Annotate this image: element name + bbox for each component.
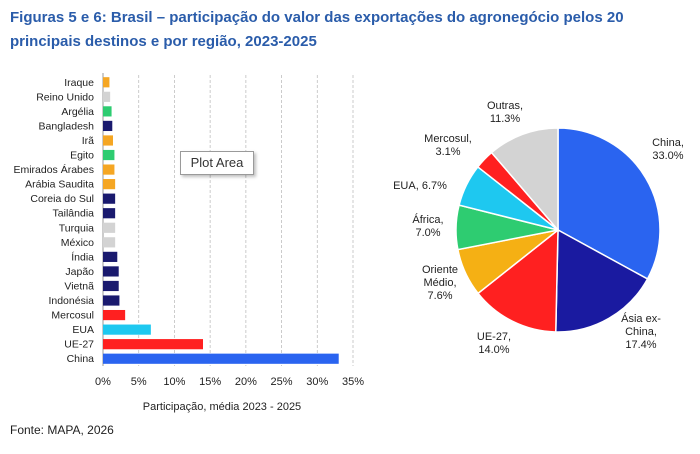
bar-x-tick-label: 35% (342, 376, 364, 388)
bar (103, 324, 151, 335)
bar-category-labels: Iraque Reino Unido Argélia Bangladesh Irã Egi… (13, 77, 94, 365)
bar (103, 266, 119, 277)
bar-chart: Iraque Reino Unido Argélia Bangladesh Irã Egi… (13, 73, 364, 413)
bar-x-tick-label: 20% (235, 376, 257, 388)
pie-label: Ásia ex-China, 17.4% (621, 312, 661, 351)
bar-category-label: México (61, 237, 94, 249)
bar (103, 237, 116, 248)
bar-category-label: Indonésia (48, 295, 94, 307)
bar (103, 309, 126, 321)
plot-area-tooltip: Plot Area (180, 151, 254, 175)
pie-label: Mercosul, 3.1% (424, 133, 472, 158)
bar-category-label: Iraque (64, 77, 94, 89)
bar (103, 91, 111, 102)
bar-category-label: Turquia (59, 222, 94, 234)
bar-category-label: Coreia do Sul (30, 193, 94, 205)
bar (103, 77, 110, 88)
pie-label: UE-27, 14.0% (477, 331, 511, 356)
bar (103, 208, 116, 219)
pie-chart: China, 33.0% Ásia ex-China, 17.4% UE-27, 14.0… (393, 100, 684, 356)
bar-category-label: Emirados Árabes (13, 163, 94, 176)
bar (103, 222, 116, 233)
chart-title: Figuras 5 e 6: Brasil – participação do … (10, 9, 624, 50)
pie-slice (557, 127, 661, 280)
bar (103, 193, 116, 204)
source-note: Fonte: MAPA, 2026 (10, 423, 114, 437)
pie-label: Outras, 11.3% (487, 100, 523, 125)
bar (103, 179, 116, 190)
bar (103, 339, 203, 350)
bar-x-tick-label: 10% (163, 376, 185, 388)
bar (103, 251, 118, 262)
bar-category-label: EUA (72, 324, 94, 336)
bar (103, 135, 113, 146)
bar-category-label: Japão (65, 266, 94, 278)
bar-category-label: Egito (70, 150, 94, 162)
bar-x-tick-label: 15% (199, 376, 221, 388)
bar-category-label: Mercosul (51, 310, 94, 322)
bar-x-ticks: 0% 5% 10% 15% 20% 25% 30% 35% (95, 376, 364, 388)
bar-category-label: Argélia (61, 106, 94, 118)
bar-category-label: Reino Unido (36, 91, 94, 103)
bar (103, 164, 115, 175)
bar (103, 353, 339, 364)
pie-label: Oriente Médio, 7.6% (422, 264, 458, 302)
bar-x-tick-label: 30% (306, 376, 328, 388)
bar-category-label: Tailândia (53, 208, 95, 220)
bar (103, 120, 113, 132)
bar-category-label: UE-27 (64, 339, 94, 351)
bar-category-label: Índia (71, 250, 94, 263)
bar-category-label: Vietnã (64, 280, 94, 292)
pie-slice (490, 127, 559, 233)
bar-category-label: Arábia Saudita (25, 179, 94, 191)
bar-category-label: Bangladesh (39, 120, 95, 132)
bar-x-axis-label: Participação, média 2023 - 2025 (143, 401, 301, 413)
bar-category-label: China (67, 353, 95, 365)
pie-slice (476, 228, 559, 333)
bar (103, 106, 112, 117)
bar-x-tick-label: 0% (95, 376, 111, 388)
pie-label: China, 33.0% (652, 137, 684, 162)
pie-labels: China, 33.0% Ásia ex-China, 17.4% UE-27, 14.0… (393, 100, 684, 356)
bar-series (103, 77, 339, 364)
bar-category-label: Irã (82, 135, 94, 147)
bar-x-tick-label: 5% (131, 376, 147, 388)
bar-gridlines (102, 73, 354, 366)
pie-slices (455, 127, 661, 333)
bar-x-tick-label: 25% (271, 376, 293, 388)
pie-label: África, 7.0% (412, 213, 443, 239)
bar (103, 295, 120, 306)
pie-slice (554, 228, 649, 333)
pie-label: EUA, 6.7% (393, 180, 447, 192)
bar (103, 280, 119, 292)
bar (103, 149, 115, 161)
